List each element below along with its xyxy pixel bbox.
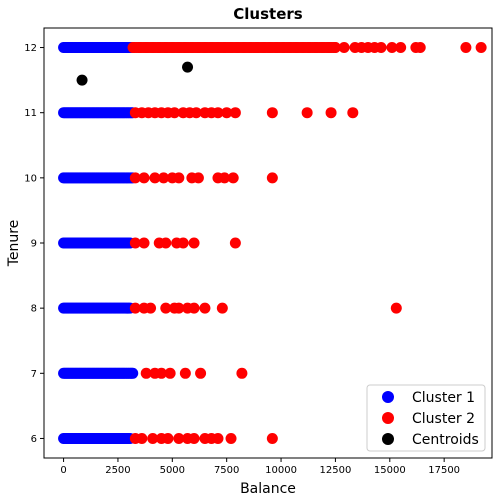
legend-label-centroids: Centroids: [412, 432, 479, 448]
cluster-2-point: [338, 42, 350, 54]
legend-marker-centroids: [382, 433, 394, 445]
legend: Cluster 1 Cluster 2 Centroids: [366, 384, 486, 452]
cluster-2-point: [221, 107, 233, 119]
x-tick-label: 10000: [265, 465, 297, 476]
cluster-2-point: [414, 42, 426, 54]
cluster-2-point: [347, 107, 359, 119]
cluster-2-point: [149, 172, 161, 184]
legend-box: [366, 384, 486, 452]
cluster-2-point: [225, 432, 237, 444]
cluster-2-point: [199, 302, 211, 314]
cluster-1-band: [58, 367, 139, 379]
centroid-point: [76, 74, 88, 86]
y-tick-label: 8: [31, 304, 37, 315]
x-tick-label: 5000: [160, 465, 185, 476]
chart-title: Clusters: [233, 5, 302, 23]
cluster-2-point: [329, 42, 341, 54]
cluster-1-point: [127, 367, 139, 379]
cluster-2-point: [129, 237, 141, 249]
cluster-2-point: [325, 107, 337, 119]
legend-label-cluster-1: Cluster 1: [412, 390, 475, 406]
cluster-2-point: [138, 237, 150, 249]
cluster-2-point: [147, 432, 159, 444]
cluster-2-point: [177, 237, 189, 249]
cluster-2-point: [155, 367, 167, 379]
cluster-2-point: [160, 237, 172, 249]
cluster-2-point: [390, 302, 402, 314]
cluster-2-point: [173, 432, 185, 444]
y-tick-label: 11: [24, 108, 37, 119]
cluster-2-point: [173, 172, 185, 184]
cluster-2-point: [188, 432, 200, 444]
x-tick-label: 2500: [105, 465, 130, 476]
legend-marker-cluster-2: [382, 412, 394, 424]
cluster-1-band: [58, 432, 136, 444]
cluster-2-point: [188, 302, 200, 314]
y-tick-label: 9: [31, 239, 37, 250]
cluster-2-point: [386, 42, 398, 54]
x-axis-label: Balance: [240, 481, 296, 497]
cluster-2-point: [192, 172, 204, 184]
centroid-point: [182, 61, 194, 73]
cluster-2-point: [212, 432, 224, 444]
cluster-2-point: [475, 42, 487, 54]
cluster-2-point: [395, 42, 407, 54]
cluster-2-point: [138, 172, 150, 184]
cluster-2-point: [168, 107, 180, 119]
cluster-2-point: [229, 237, 241, 249]
cluster-2-point: [129, 302, 141, 314]
y-tick-label: 12: [24, 43, 37, 54]
cluster-2-point: [236, 367, 248, 379]
y-tick-label: 7: [31, 369, 37, 380]
cluster-1-band: [58, 107, 139, 119]
cluster-2-point: [219, 172, 231, 184]
cluster-2-point: [375, 42, 387, 54]
cluster-2-point: [162, 432, 174, 444]
x-axis: 0 2500 5000 7500 10000 12500 15000 17500: [60, 458, 460, 476]
cluster-2-point: [229, 107, 241, 119]
cluster-2-point: [195, 367, 207, 379]
cluster-2-point: [145, 302, 157, 314]
y-tick-label: 6: [31, 434, 37, 445]
cluster-2-point: [179, 367, 191, 379]
legend-label-cluster-2: Cluster 2: [412, 411, 475, 427]
x-tick-label: 17500: [428, 465, 460, 476]
cluster-2-point: [140, 367, 152, 379]
legend-marker-cluster-1: [382, 391, 394, 403]
cluster-2-point: [212, 107, 224, 119]
cluster-2-point: [158, 172, 170, 184]
cluster-2-point: [227, 172, 239, 184]
cluster-2-point: [190, 107, 202, 119]
cluster-1-band: [58, 302, 136, 314]
cluster-2-point: [129, 172, 141, 184]
y-axis: 6 7 8 9 10 11 12: [24, 43, 44, 445]
cluster-1-band: [58, 237, 136, 249]
cluster-2-point: [301, 107, 313, 119]
data-marks: [58, 42, 487, 444]
cluster-2-point: [160, 302, 172, 314]
cluster-2-point: [173, 302, 185, 314]
cluster-2-point: [266, 107, 278, 119]
y-tick-label: 10: [24, 173, 37, 184]
centroid-points: [76, 61, 194, 86]
cluster-2-point: [460, 42, 472, 54]
cluster-2-point: [136, 432, 148, 444]
cluster-2-point: [188, 237, 200, 249]
cluster-2-point: [266, 432, 278, 444]
y-axis-label: Tenure: [6, 220, 22, 268]
x-tick-label: 7500: [214, 465, 239, 476]
cluster-2-point: [164, 367, 176, 379]
x-tick-label: 0: [60, 465, 66, 476]
x-tick-label: 15000: [374, 465, 406, 476]
cluster-1-band: [58, 172, 139, 184]
cluster-1-band: [58, 42, 139, 54]
x-tick-label: 12500: [320, 465, 352, 476]
cluster-2-points: [127, 42, 487, 444]
cluster-2-point: [266, 172, 278, 184]
cluster-2-point: [216, 302, 228, 314]
